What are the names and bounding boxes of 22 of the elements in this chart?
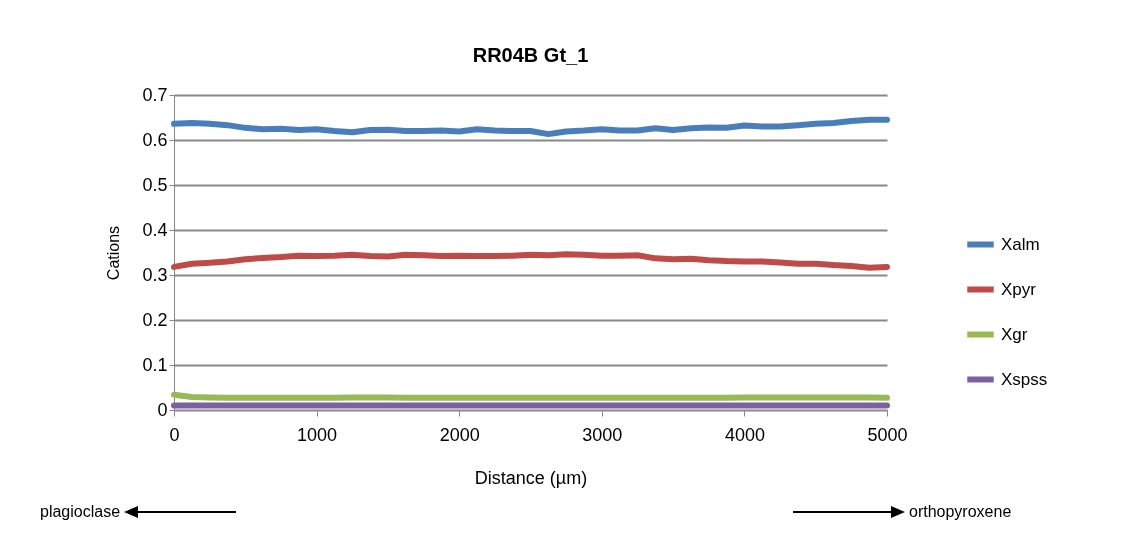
legend-label: Xalm xyxy=(1001,234,1040,254)
y-tick-label: 0.7 xyxy=(142,84,168,105)
y-tick-label: 0.2 xyxy=(142,309,168,330)
x-tick-label: 2000 xyxy=(439,424,480,445)
y-tick-label: 0.5 xyxy=(142,174,168,195)
y-tick-label: 0 xyxy=(157,399,168,420)
legend-label: Xgr xyxy=(1001,324,1028,344)
y-tick-label: 0.6 xyxy=(142,129,168,150)
x-tick-label: 1000 xyxy=(297,424,338,445)
legend-label: Xspss xyxy=(1001,369,1048,389)
y-tick-label: 0.3 xyxy=(142,264,168,285)
x-axis-title: Distance (µm) xyxy=(474,467,588,488)
text: orthopyroxene xyxy=(909,503,1012,521)
x-tick-label: 4000 xyxy=(724,424,765,445)
y-axis-title: Cations xyxy=(105,225,123,281)
text: plagioclase xyxy=(40,503,121,521)
y-tick-label: 0.4 xyxy=(142,219,168,240)
legend-label: Xpyr xyxy=(1001,279,1037,299)
chart-title: RR04B Gt_1 xyxy=(472,44,589,66)
x-tick-label: 5000 xyxy=(867,424,908,445)
x-tick-label: 3000 xyxy=(582,424,623,445)
y-tick-label: 0.1 xyxy=(142,354,168,375)
